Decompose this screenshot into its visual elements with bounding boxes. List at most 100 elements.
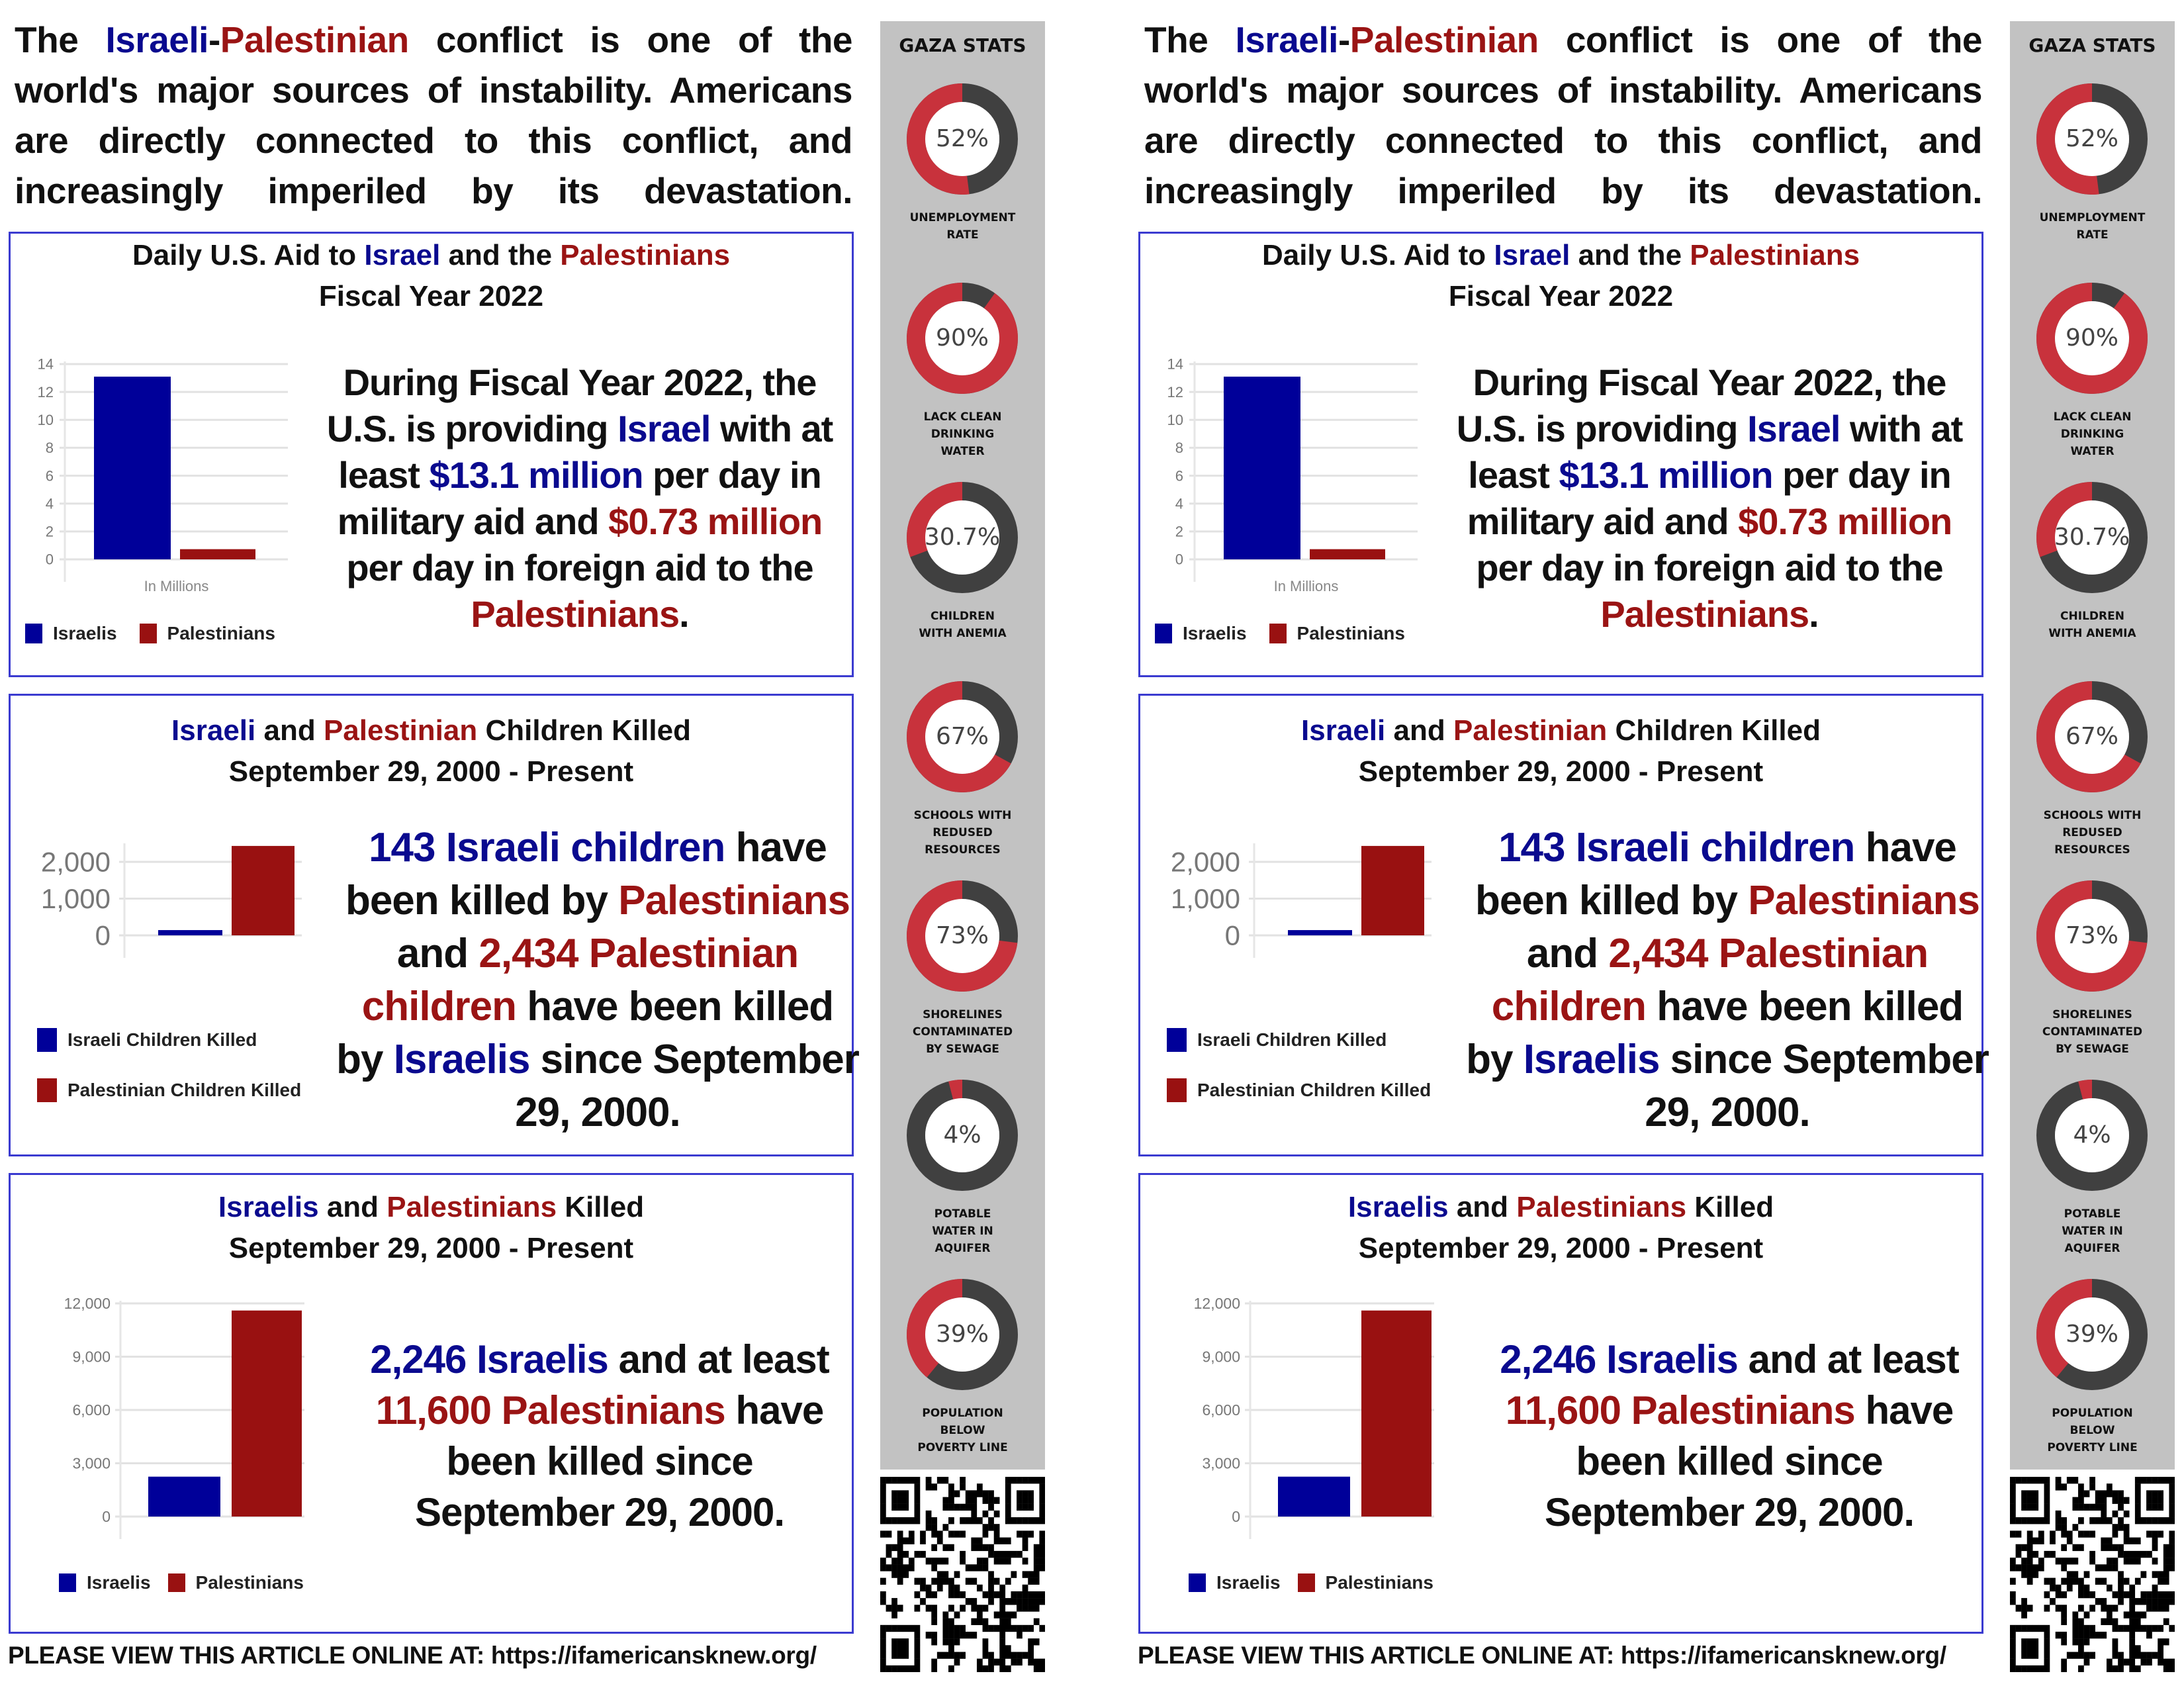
qr-module [1039, 1503, 1045, 1511]
children-title-line1: Israeli and Palestinian Children Killed [11, 710, 852, 751]
qr-module [993, 1577, 1000, 1585]
qr-module [2021, 1645, 2027, 1652]
qr-module [1005, 1517, 1011, 1524]
donut-center [925, 301, 999, 375]
donut-center [925, 700, 999, 774]
qr-module [2026, 1571, 2033, 1578]
killed-title-line2: September 29, 2000 - Present [1140, 1228, 1981, 1269]
footer-article-link[interactable]: PLEASE VIEW THIS ARTICLE ONLINE AT: http… [8, 1642, 817, 1669]
qr-module [1011, 1652, 1017, 1659]
stat-label: CHILDREN WITH ANEMIA [919, 610, 1007, 640]
aid-title-line2: Fiscal Year 2022 [11, 276, 852, 317]
qr-module [2055, 1558, 2062, 1565]
qr-module [891, 1652, 897, 1659]
qr-module [2163, 1598, 2169, 1605]
qr-module [920, 1537, 926, 1544]
qr-module [2072, 1524, 2079, 1531]
aid-legend: Israelis Palestinians [25, 623, 275, 644]
qr-module [2163, 1571, 2169, 1578]
donut-fill [907, 482, 1018, 593]
qr-module [2095, 1517, 2101, 1524]
qr-module [976, 1517, 983, 1524]
highlighted-text: 2,434 Palestinian children [361, 931, 799, 1029]
highlighted-text: Palestinians [1600, 593, 1809, 635]
qr-module [2072, 1477, 2079, 1484]
qr-module [971, 1618, 978, 1625]
donut-chart-icon [907, 681, 1018, 792]
text-segment: During Fiscal Year 2022, the U.S. is pro… [1456, 361, 1947, 449]
y-tick-label: 10 [1167, 412, 1183, 428]
y-tick-label: 8 [1175, 440, 1183, 456]
qr-module [2055, 1591, 2062, 1599]
qr-module [988, 1490, 994, 1497]
qr-code-image[interactable] [2010, 1477, 2175, 1672]
text-segment: Fiscal Year 2022 [1448, 280, 1674, 312]
qr-module [2044, 1638, 2050, 1646]
qr-module [2169, 1544, 2175, 1552]
donut-center [2055, 700, 2129, 774]
qr-module [2112, 1490, 2118, 1497]
text-segment: per day in foreign aid to the [346, 547, 813, 588]
qr-module [880, 1652, 886, 1659]
qr-module [1022, 1591, 1028, 1599]
qr-module [2101, 1544, 2107, 1552]
qr-module [1005, 1483, 1011, 1491]
donut-fill [907, 880, 1018, 992]
qr-module [920, 1550, 926, 1558]
qr-module [982, 1564, 989, 1571]
qr-module [2083, 1490, 2090, 1497]
footer-article-link[interactable]: PLEASE VIEW THIS ARTICLE ONLINE AT: http… [1138, 1642, 1946, 1669]
stat-label: POPULATION BELOW POVERTY LINE [917, 1407, 1008, 1454]
qr-module [2123, 1624, 2130, 1632]
qr-module [2106, 1490, 2113, 1497]
qr-module [2026, 1530, 2033, 1538]
legend-swatch-palestine [1167, 1078, 1187, 1102]
qr-module [914, 1510, 921, 1518]
qr-module [1022, 1477, 1028, 1484]
donut-chart-icon [2036, 681, 2148, 792]
qr-module [2118, 1665, 2124, 1672]
qr-module [982, 1544, 989, 1552]
donut-chart-icon [907, 1279, 1018, 1390]
qr-module [1028, 1605, 1034, 1612]
qr-module [971, 1537, 978, 1544]
qr-module [2112, 1510, 2118, 1518]
gaza-stats-sidebar: GAZA STATS 52% UNEMPLOYMENT RATE 90% LA [880, 21, 1045, 1470]
qr-module [2078, 1618, 2084, 1625]
qr-module [1039, 1510, 1045, 1518]
qr-module [2129, 1624, 2136, 1632]
qr-module [1022, 1530, 1028, 1538]
qr-module [2112, 1652, 2118, 1659]
qr-module [1005, 1477, 1011, 1484]
qr-module [965, 1517, 972, 1524]
qr-module [2146, 1624, 2152, 1632]
qr-module [2112, 1564, 2118, 1571]
qr-module [1033, 1577, 1040, 1585]
qr-module [2169, 1558, 2175, 1565]
qr-module [2152, 1624, 2158, 1632]
qr-code-image[interactable] [880, 1477, 1045, 1672]
qr-module [2021, 1477, 2027, 1484]
qr-module [1033, 1658, 1040, 1666]
qr-module [2118, 1503, 2124, 1511]
qr-module [960, 1503, 966, 1511]
qr-module [2078, 1497, 2084, 1504]
qr-module [2061, 1618, 2068, 1625]
qr-module [2038, 1558, 2044, 1565]
donut-fill [907, 681, 1018, 792]
qr-module [2118, 1598, 2124, 1605]
qr-module [2101, 1510, 2107, 1518]
qr-module [2055, 1517, 2062, 1524]
qr-module [1033, 1477, 1040, 1484]
qr-module [2118, 1652, 2124, 1659]
qr-module [2146, 1517, 2152, 1524]
qr-module [908, 1517, 915, 1524]
qr-module [954, 1611, 960, 1618]
qr-module [1005, 1577, 1011, 1585]
qr-module [2083, 1503, 2090, 1511]
qr-module [2146, 1605, 2152, 1612]
donut-chart-icon [2036, 83, 2148, 195]
qr-module [897, 1645, 903, 1652]
qr-module [1005, 1558, 1011, 1565]
donut-fill [2036, 482, 2148, 593]
